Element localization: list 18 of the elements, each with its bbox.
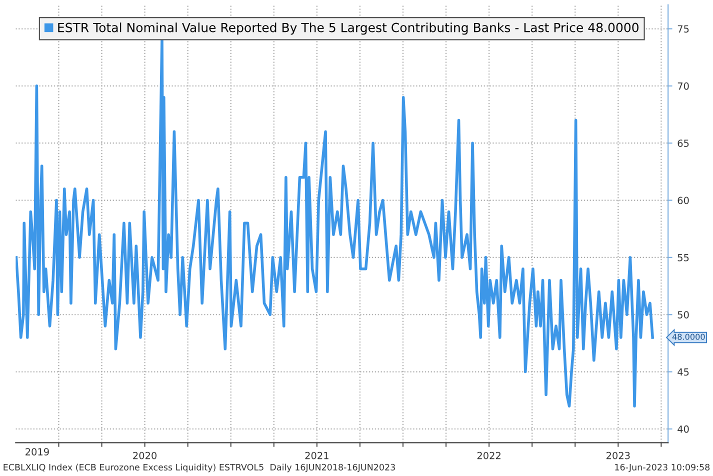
x-tick-label: 2020 (133, 452, 157, 460)
text: 16-Jun-2023 10:09:58 (615, 464, 710, 472)
text: 2019 (26, 448, 49, 456)
y-tick-label: 75 (678, 25, 689, 33)
text: ECBLXLIQ Index (ECB Eurozone Excess Liquidity) ESTRVOL5 Daily 16JUN2018-16JUN2023 (4, 464, 395, 472)
y-tick-label: 70 (678, 82, 689, 90)
x-tick-label: 2023 (606, 452, 630, 460)
y-tick-label: 60 (678, 196, 689, 204)
y-tick-label: 45 (678, 368, 689, 376)
legend-label: ESTR Total Nominal Value Reported By The 5 Largest Contributing Banks - Last Price 48.0000 (58, 22, 638, 35)
y-tick-label: 65 (678, 140, 689, 147)
y-tick-label: 40 (678, 425, 689, 433)
line-series (16, 38, 654, 408)
text: 48.0000 (672, 334, 705, 340)
x-tick-label: 2021 (305, 452, 328, 460)
y-tick-label: 50 (678, 311, 689, 318)
y-tick-label: 55 (678, 254, 689, 262)
x-tick-label: 2022 (477, 452, 500, 460)
